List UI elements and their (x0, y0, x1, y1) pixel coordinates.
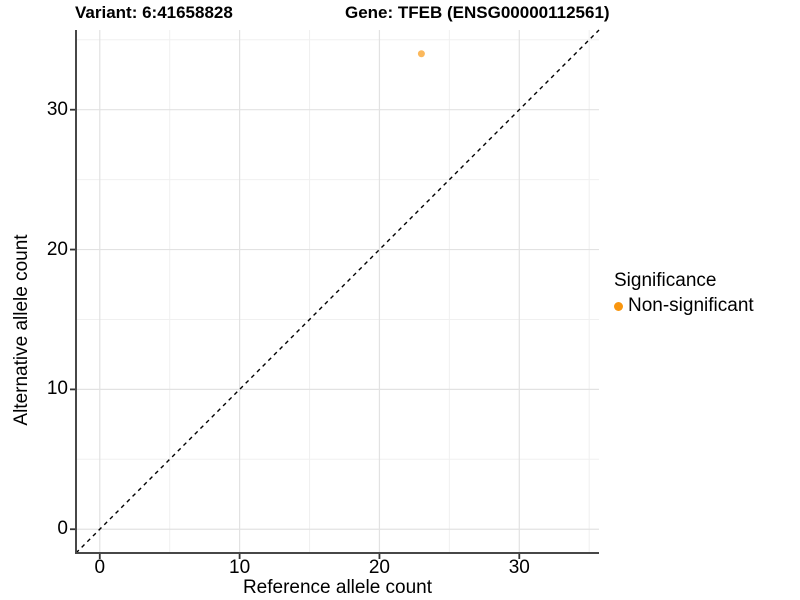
legend-title: Significance (614, 270, 717, 291)
plot-title-gene: Gene: TFEB (ENSG00000112561) (345, 3, 610, 22)
identity-line (75, 29, 600, 554)
x-axis-title: Reference allele count (242, 577, 433, 598)
x-tick-label: 0 (94, 557, 106, 578)
legend-items: Non-significant (614, 295, 754, 317)
legend: Significance Non-significant (614, 270, 754, 317)
legend-item: Non-significant (614, 295, 754, 317)
y-tick-label: 0 (57, 518, 68, 540)
x-tick-label: 30 (508, 557, 530, 578)
y-tick-label: 20 (46, 238, 68, 260)
plot-title-variant: Variant: 6:41658828 (75, 3, 233, 22)
x-tick-label: 10 (229, 557, 251, 578)
data-point (417, 50, 425, 58)
legend-point-icon (614, 301, 623, 311)
y-tick-label: 30 (46, 98, 68, 120)
y-tick-label: 10 (46, 378, 68, 400)
y-axis-title: Alternative allele count (11, 234, 32, 426)
x-tick-label: 20 (368, 557, 391, 578)
legend-item-label: Non-significant (628, 295, 754, 316)
